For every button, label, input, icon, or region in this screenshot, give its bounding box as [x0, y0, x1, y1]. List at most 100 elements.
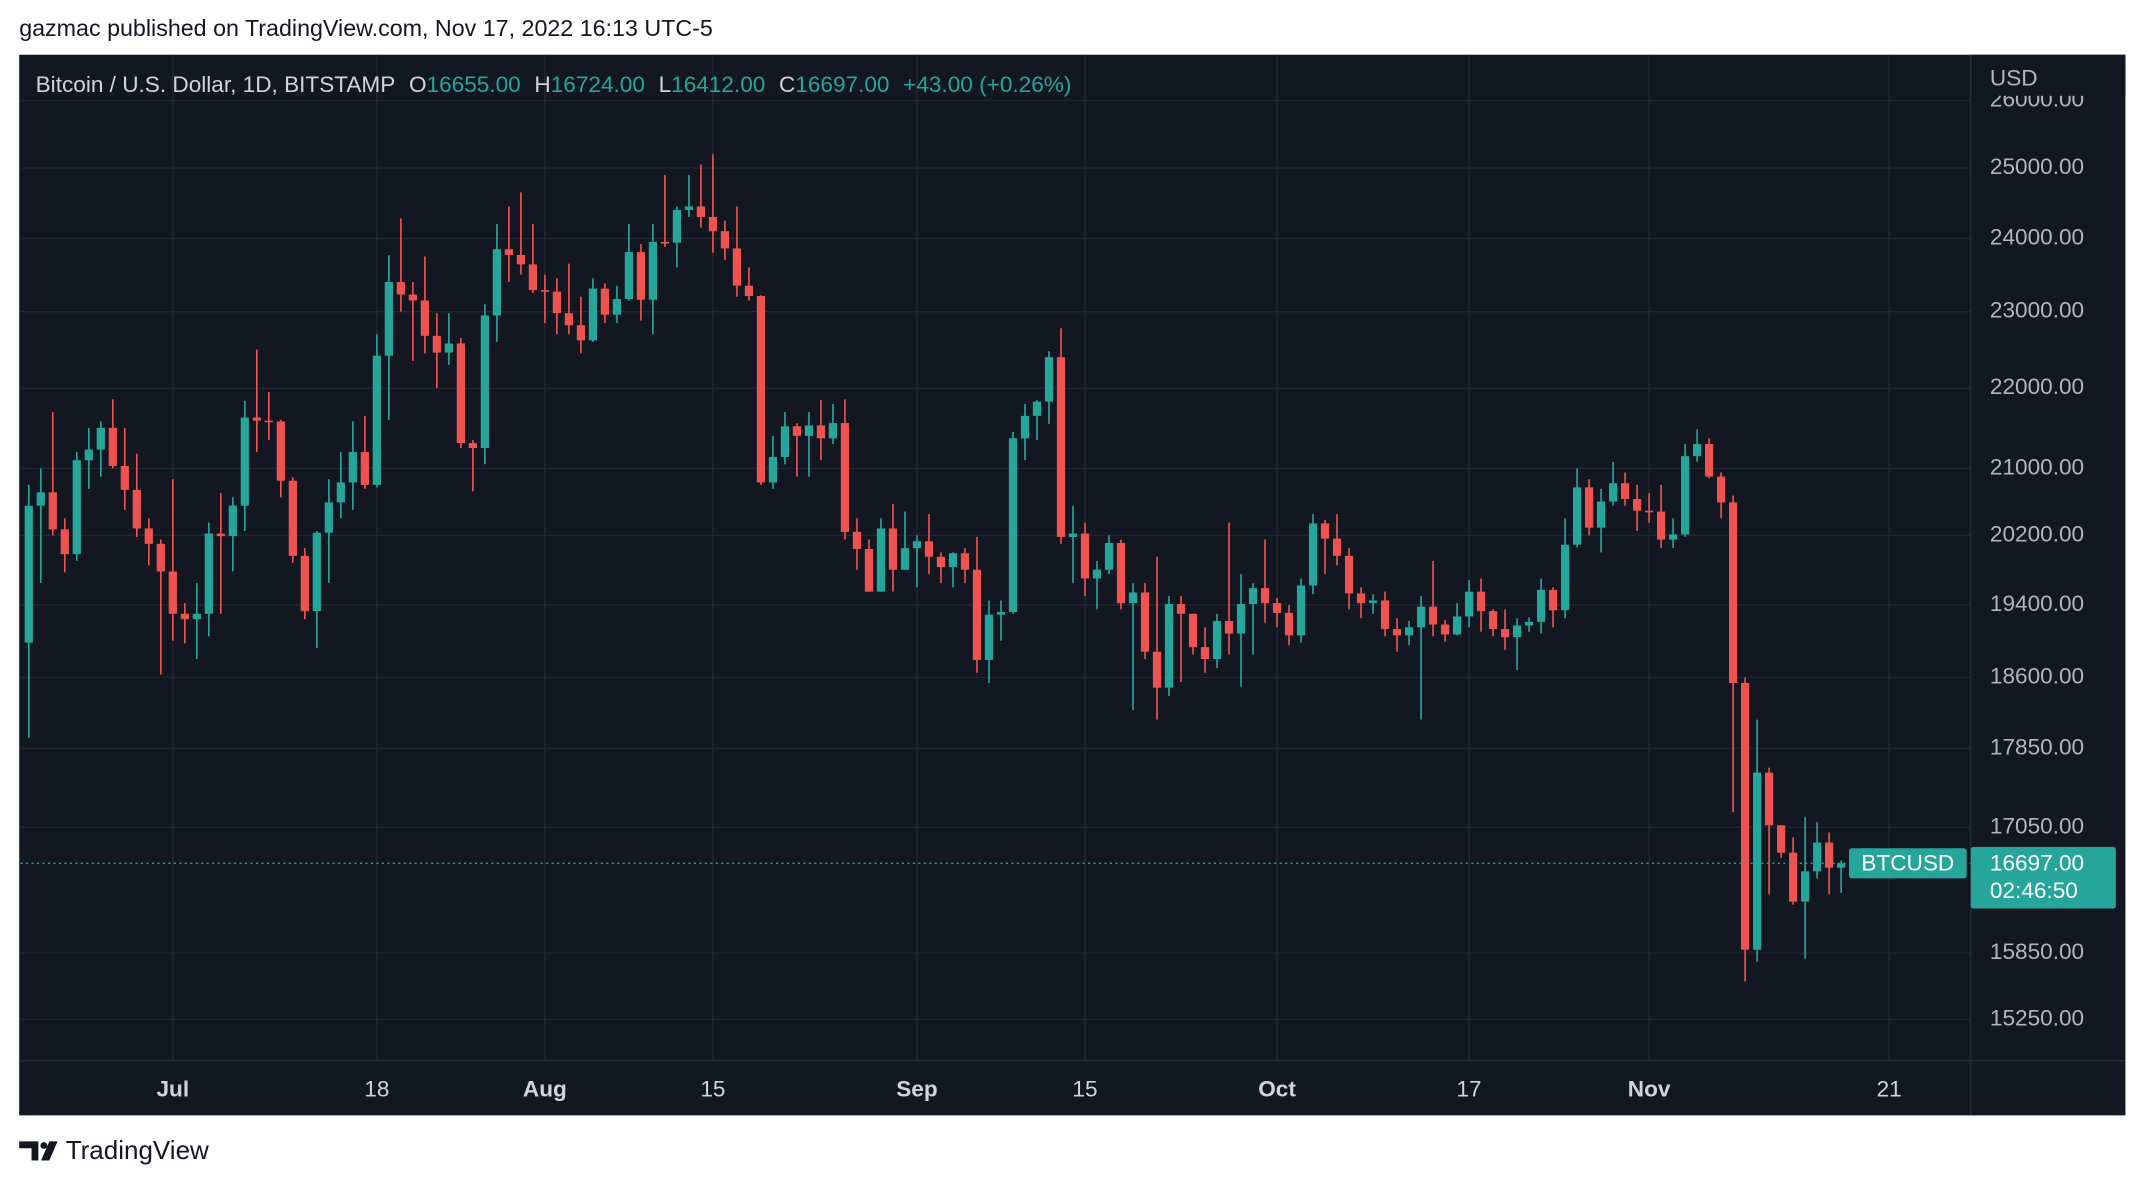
candle-body [648, 241, 658, 300]
y-axis-label: USD [1990, 65, 2038, 90]
candle-body [768, 456, 778, 483]
candle-body [588, 288, 597, 341]
candle-body [120, 465, 129, 490]
candle-body [1404, 627, 1414, 636]
x-tick-label: 18 [364, 1077, 389, 1102]
candle-body [1440, 624, 1450, 635]
candle-body [312, 532, 321, 612]
x-tick-label: 17 [1457, 1077, 1482, 1102]
candle-body [60, 529, 69, 555]
candle-body [1464, 591, 1474, 617]
candle-body [1200, 647, 1210, 660]
candle-body [888, 528, 898, 570]
legend-key: H [534, 72, 550, 97]
candle-body [456, 343, 465, 444]
candle-body [408, 294, 417, 301]
y-tick-label: 25000.00 [1990, 154, 2084, 179]
candle-body [636, 252, 646, 300]
legend-key: L [659, 72, 672, 97]
candle-body [984, 614, 994, 660]
candle-body [1705, 443, 1714, 477]
candle-body [48, 492, 57, 530]
y-tick-label: 18600.00 [1990, 663, 2084, 688]
ohlc-legend: Bitcoin / U.S. Dollar, 1D, BITSTAMP O1665… [36, 72, 1072, 97]
candle-body [168, 571, 177, 614]
candle-body [900, 548, 910, 570]
symbol-title: Bitcoin / U.S. Dollar, 1D, BITSTAMP [36, 72, 396, 97]
candle-body [1512, 625, 1522, 638]
candle-body [1320, 523, 1330, 539]
candle-body [264, 420, 273, 423]
candle-body [1476, 591, 1486, 612]
candle-body [1140, 592, 1150, 652]
candle-body [1680, 456, 1690, 535]
y-tick-label: 17050.00 [1990, 813, 2084, 838]
candle-body [1524, 621, 1534, 626]
candle-body [1104, 542, 1114, 570]
candle-body [1056, 357, 1066, 537]
candle-body [1116, 542, 1126, 604]
candle-body [1608, 483, 1618, 502]
x-tick-label: 21 [1877, 1077, 1902, 1102]
tradingview-logo [19, 1141, 58, 1161]
y-tick-label: 15850.00 [1990, 939, 2084, 964]
candle-body [1620, 483, 1630, 500]
candle-body [1284, 612, 1294, 636]
chart-panel [19, 54, 2126, 1116]
legend-value: 16412.00 [671, 72, 765, 97]
price-label-box [1970, 846, 2116, 909]
candle-body [1236, 604, 1246, 634]
legend-key: C [779, 72, 795, 97]
y-tick-label: 20200.00 [1990, 521, 2084, 546]
candle-body [540, 290, 549, 292]
candle-body [1729, 502, 1738, 683]
candle-body [396, 281, 405, 295]
candle-body [228, 505, 237, 537]
x-tick-label: Nov [1628, 1077, 1671, 1102]
candle-body [1428, 606, 1438, 625]
candle-body [240, 417, 249, 506]
candle-body [1044, 357, 1054, 402]
candle-body [996, 612, 1006, 615]
candle-body [1356, 593, 1366, 604]
candle-body [1801, 871, 1810, 902]
candle-body [360, 452, 369, 485]
logo-icon [19, 1141, 58, 1161]
candle-body [1164, 604, 1174, 688]
x-tick-label: Oct [1258, 1077, 1296, 1102]
candle-body [1488, 611, 1498, 630]
candle-body [1837, 863, 1846, 868]
x-tick-label: 15 [1072, 1077, 1097, 1102]
candle-body [1224, 620, 1234, 634]
candle-body [336, 482, 345, 503]
x-tick-label: 15 [700, 1077, 725, 1102]
candle-body [1248, 588, 1258, 605]
y-tick-label: 24000.00 [1990, 224, 2084, 249]
candle-body [1368, 600, 1378, 604]
x-tick-label: Jul [156, 1077, 189, 1102]
candle-body [1777, 825, 1786, 853]
candle-body [852, 531, 862, 549]
candle-body [1344, 555, 1354, 594]
candle-body [1032, 401, 1042, 416]
candle-body [204, 533, 213, 614]
countdown-label: 02:46:50 [1990, 878, 2078, 903]
candle-body [1765, 772, 1774, 826]
price-label: 16697.00 [1990, 851, 2084, 876]
candle-body [1128, 592, 1138, 604]
candle-body [1416, 606, 1426, 628]
candle-body [624, 252, 634, 300]
candle-body [1668, 534, 1678, 540]
candle-body [1717, 476, 1726, 503]
candle-body [1296, 585, 1306, 636]
candle-body [1080, 533, 1090, 579]
x-tick-label: Aug [523, 1077, 567, 1102]
candle-body [696, 206, 706, 217]
legend-change: +43.00 (+0.26%) [903, 72, 1071, 97]
candle-body [840, 423, 850, 532]
candle-body [1789, 852, 1798, 902]
candle-body [804, 425, 814, 436]
candle-body [1212, 620, 1222, 660]
candle-body [876, 528, 886, 592]
y-tick-label: 17850.00 [1990, 734, 2084, 759]
